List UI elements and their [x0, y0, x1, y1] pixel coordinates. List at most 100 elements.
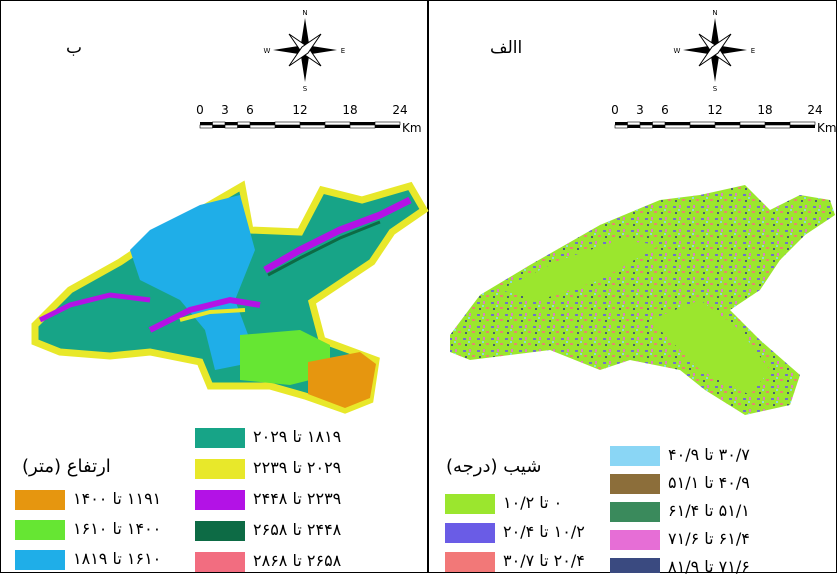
scale-segment	[212, 121, 226, 126]
scale-segment	[790, 125, 815, 128]
legend-swatch	[15, 490, 65, 510]
scale-segment	[652, 125, 665, 128]
scale-label: 18	[342, 103, 357, 117]
scale-label: 6	[661, 103, 669, 117]
scale-label: 24	[807, 103, 822, 117]
scale-segment	[714, 124, 741, 129]
legend-swatch	[15, 550, 65, 570]
legend-swatch	[195, 521, 245, 541]
legend-label: ۴۰/۹ تا ۵۱/۱	[668, 473, 750, 492]
legend-label: ۱۱۹۱ تا ۱۴۰۰	[73, 489, 162, 508]
scale-segment	[274, 121, 301, 126]
legend-swatch	[610, 530, 660, 550]
legend-label: ۱۶۱۰ تا ۱۸۱۹	[73, 549, 162, 568]
legend-swatch	[195, 428, 245, 448]
compass-star	[288, 33, 322, 67]
legend-label: ۷۱/۶ تا ۸۱/۹	[668, 557, 750, 576]
compass-s: S	[303, 85, 308, 93]
scale-unit: Km	[402, 121, 422, 135]
scale-label: 6	[246, 103, 254, 117]
elevation-map	[31, 180, 429, 414]
legend-label: ۲۰۲۹ تا ۲۲۳۹	[253, 458, 342, 477]
scale-unit: Km	[817, 121, 837, 135]
legend-swatch	[445, 523, 495, 543]
compass-s: S	[713, 85, 718, 93]
compass-n: N	[712, 9, 717, 17]
scale-segment	[615, 122, 628, 125]
scale-segment	[275, 125, 300, 128]
scale-label: 12	[707, 103, 722, 117]
scale-segment	[324, 121, 351, 126]
scale-label: 12	[292, 103, 307, 117]
compass-w: W	[674, 47, 681, 55]
scale-segment	[237, 121, 251, 126]
legend-swatch	[445, 494, 495, 514]
scale-segment	[665, 122, 690, 125]
legend-swatch	[610, 558, 660, 573]
scale-segment	[299, 124, 326, 129]
scale-segment	[349, 124, 376, 129]
scale-segment	[740, 125, 765, 128]
scale-segment	[764, 124, 791, 129]
scale-segment	[614, 124, 628, 129]
legend-title: ارتفاع (متر)	[22, 456, 111, 477]
scale-label: 0	[611, 103, 619, 117]
legend-swatch	[610, 474, 660, 494]
scale-segment	[739, 121, 766, 126]
scale-segment	[212, 125, 225, 128]
scale-segment	[765, 122, 790, 125]
scale-segment	[300, 122, 325, 125]
legend-swatch	[610, 502, 660, 522]
legend-label: ۳۰/۷ تا ۴۰/۹	[668, 445, 750, 464]
panel-label: االف	[490, 38, 523, 58]
scale-label: 3	[636, 103, 644, 117]
slope-map	[450, 185, 835, 415]
scale-label: 0	[196, 103, 204, 117]
scale-segment	[640, 122, 653, 125]
scale-label: 3	[221, 103, 229, 117]
panel-label: ب	[66, 38, 83, 58]
scale-segment	[690, 125, 715, 128]
scale-segment	[627, 125, 640, 128]
legend-swatch	[195, 552, 245, 572]
legend-title: شیب (درجه)	[446, 456, 542, 477]
compass-n: N	[302, 9, 307, 17]
legend-label: ۱۴۰۰ تا ۱۶۱۰	[73, 519, 162, 538]
scale-segment	[374, 121, 401, 126]
scale-segment	[200, 122, 213, 125]
legend-label: ۲۴۴۸ تا ۲۶۵۸	[253, 520, 342, 539]
legend-label: ۱۸۱۹ تا ۲۰۲۹	[253, 427, 342, 446]
scale-segment	[715, 122, 740, 125]
scale-segment	[199, 124, 213, 129]
legend-label: ۲۶۵۸ تا ۲۸۶۸	[253, 551, 342, 570]
legend-label: ۰ تا ۱۰/۲	[503, 493, 563, 512]
scale-segment	[225, 122, 238, 125]
compass-e: E	[751, 47, 755, 55]
legend-swatch	[15, 520, 65, 540]
legend-swatch	[610, 446, 660, 466]
scale-segment	[627, 121, 641, 126]
legend-label: ۶۱/۴ تا ۷۱/۶	[668, 529, 750, 548]
scale-segment	[639, 124, 653, 129]
scale-label: 18	[757, 103, 772, 117]
legend-swatch	[195, 490, 245, 510]
scale-segment	[250, 122, 275, 125]
scale-segment	[652, 121, 666, 126]
scale-segment	[375, 125, 400, 128]
scale-segment	[789, 121, 816, 126]
scale-segment	[689, 121, 716, 126]
scale-segment	[237, 125, 250, 128]
legend-swatch	[445, 552, 495, 572]
scale-segment	[664, 124, 691, 129]
scale-segment	[350, 122, 375, 125]
compass-e: E	[341, 47, 345, 55]
legend-swatch	[195, 459, 245, 479]
scale-segment	[325, 125, 350, 128]
compass-star	[698, 33, 732, 67]
scale-segment	[249, 124, 276, 129]
scale-segment	[224, 124, 238, 129]
legend-label: ۱۰/۲ تا ۲۰/۴	[503, 522, 585, 541]
compass-w: W	[264, 47, 271, 55]
